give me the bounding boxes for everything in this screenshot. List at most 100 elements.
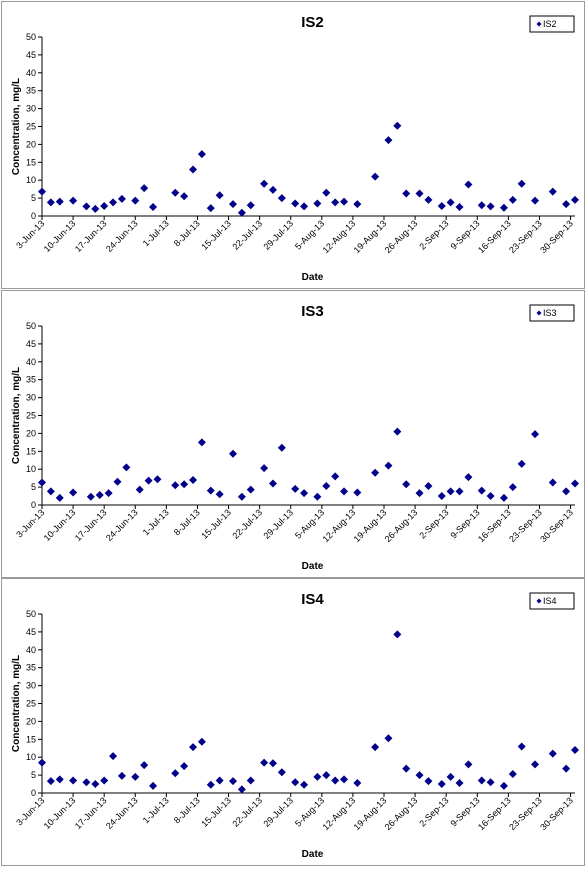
data-point (104, 489, 113, 498)
data-point (393, 630, 402, 639)
y-tick-label: 50 (26, 32, 36, 42)
data-point (228, 200, 237, 209)
data-point (55, 493, 64, 502)
legend-marker (536, 21, 542, 27)
data-point (300, 489, 309, 498)
data-point (384, 136, 393, 145)
data-point (437, 201, 446, 210)
data-point (197, 737, 206, 746)
data-point (499, 493, 508, 502)
data-point (291, 484, 300, 493)
data-point (517, 742, 526, 751)
data-point (464, 760, 473, 769)
y-tick-label: 15 (26, 157, 36, 167)
data-point (180, 480, 189, 489)
chart-panel-is2: IS2 0 5 10 15 20 25 30 35 40 45 50 3-Jun-13 10-Jun-13… (1, 1, 585, 289)
data-point (135, 485, 144, 494)
legend: IS4 (529, 592, 575, 610)
data-point (91, 204, 100, 213)
data-point (499, 203, 508, 212)
legend-label: IS3 (543, 308, 557, 318)
x-tick-label: 26-Aug-13 (383, 795, 420, 832)
y-axis-label: Concentration, mg/L (11, 78, 22, 175)
data-point (499, 781, 508, 790)
data-point (508, 483, 517, 492)
x-tick-label: 3-Jun-13 (14, 507, 46, 539)
legend-box (529, 15, 575, 33)
data-point (455, 487, 464, 496)
data-point (415, 189, 424, 198)
x-axis-label: Date (302, 849, 324, 860)
x-tick-label: 3-Jun-13 (14, 218, 46, 250)
data-point (215, 490, 224, 499)
data-point (228, 777, 237, 786)
x-tick-label: 2-Sep-13 (417, 507, 450, 540)
data-point (313, 492, 322, 501)
data-point (393, 427, 402, 436)
x-tick-label: 17-Jun-13 (73, 795, 109, 831)
data-point (95, 490, 104, 499)
data-point (144, 476, 153, 485)
data-point (571, 195, 579, 204)
data-point (464, 180, 473, 189)
x-tick-label: 30-Sep-13 (538, 218, 575, 255)
data-point (455, 778, 464, 787)
y-tick-label: 25 (26, 122, 36, 132)
x-tick-label: 10-Jun-13 (42, 507, 78, 543)
y-tick-label: 35 (26, 375, 36, 385)
x-tick-label: 22-Jul-13 (230, 218, 264, 252)
y-tick-label: 15 (26, 446, 36, 456)
y-tick-label: 45 (26, 50, 36, 60)
data-point (446, 772, 455, 781)
chart-panel-is4: IS4 0 5 10 15 20 25 30 35 40 45 50 3-Jun-13 10-Jun-13… (1, 578, 585, 866)
data-point (228, 449, 237, 458)
x-tick-label: 24-Jun-13 (104, 218, 140, 254)
y-tick-label: 10 (26, 464, 36, 474)
data-point (571, 479, 579, 488)
y-tick-label: 20 (26, 139, 36, 149)
y-tick-label: 5 (31, 482, 36, 492)
data-point (424, 777, 433, 786)
chart-svg: IS4 0 5 10 15 20 25 30 35 40 45 50 3-Jun-1310-Jun-13… (11, 591, 579, 860)
data-point (117, 771, 126, 780)
data-point (38, 187, 46, 196)
y-tick-label: 20 (26, 716, 36, 726)
y-tick-label: 30 (26, 393, 36, 403)
x-axis-label: Date (302, 272, 324, 283)
data-point (531, 760, 540, 769)
x-tick-label: 8-Jul-13 (172, 507, 202, 537)
data-point (353, 200, 362, 209)
data-point (131, 196, 140, 205)
data-point (277, 768, 286, 777)
y-tick-label: 5 (31, 193, 36, 203)
data-point (197, 150, 206, 159)
data-point (215, 776, 224, 785)
data-point (38, 758, 46, 767)
data-point (300, 780, 309, 789)
x-tick-label: 3-Jun-13 (14, 795, 46, 827)
data-point (38, 478, 46, 487)
x-tick-label: 1-Jul-13 (141, 218, 171, 248)
data-point (393, 121, 402, 130)
data-point (424, 195, 433, 204)
x-tick-label: 8-Jul-13 (172, 218, 202, 248)
data-point (55, 197, 64, 206)
data-point (402, 764, 411, 773)
data-point (331, 472, 340, 481)
x-tick-label: 1-Jul-13 (141, 507, 171, 537)
data-point (291, 199, 300, 208)
x-tick-label: 15-Jul-13 (199, 507, 233, 541)
data-point (322, 188, 331, 197)
data-point (268, 479, 277, 488)
y-tick-label: 0 (31, 788, 36, 798)
y-axis-label: Concentration, mg/L (11, 367, 22, 464)
data-point (437, 492, 446, 501)
data-point (446, 198, 455, 207)
data-point (69, 488, 78, 497)
data-point (69, 196, 78, 205)
data-point (153, 475, 162, 484)
y-axis-label: Concentration, mg/L (11, 655, 22, 752)
data-point (464, 473, 473, 482)
data-point (402, 189, 411, 198)
chart-title: IS2 (301, 14, 324, 31)
